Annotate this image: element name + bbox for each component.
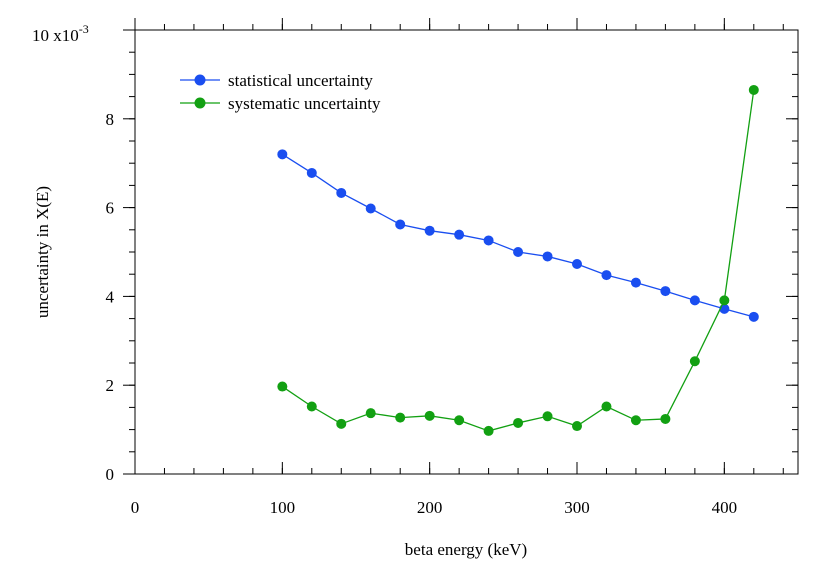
data-point xyxy=(336,187,347,198)
y-scale-label: 10 x10-3 xyxy=(32,22,89,45)
y-axis-label: uncertainty in X(E) xyxy=(33,186,52,318)
data-point xyxy=(689,356,700,367)
y-tick-label: 6 xyxy=(106,199,115,218)
data-point xyxy=(395,219,406,230)
data-point xyxy=(424,410,435,421)
x-tick-label: 0 xyxy=(131,498,140,517)
data-point xyxy=(542,251,553,262)
legend-label: statistical uncertainty xyxy=(228,71,373,90)
data-point xyxy=(454,415,465,426)
data-point xyxy=(395,412,406,423)
data-point xyxy=(572,421,582,432)
data-point xyxy=(306,167,317,178)
x-tick-label: 200 xyxy=(417,498,443,517)
legend-item: statistical uncertainty xyxy=(180,71,373,90)
x-tick-label: 100 xyxy=(270,498,296,517)
x-tick-label: 400 xyxy=(712,498,738,517)
data-point xyxy=(336,418,347,429)
data-point xyxy=(572,258,582,269)
data-point xyxy=(630,277,641,288)
data-point xyxy=(601,270,612,281)
y-tick-label: 4 xyxy=(106,287,115,306)
data-point xyxy=(748,84,759,95)
data-point xyxy=(660,413,671,424)
data-point xyxy=(542,411,553,422)
legend: statistical uncertainty systematic uncert… xyxy=(180,71,381,113)
legend-label: systematic uncertainty xyxy=(228,94,381,113)
x-axis-label: beta energy (keV) xyxy=(405,540,527,559)
data-point xyxy=(424,225,435,236)
data-point xyxy=(483,235,494,246)
y-tick-label: 2 xyxy=(106,376,115,395)
axis-ticks xyxy=(123,18,798,475)
data-point xyxy=(630,415,641,426)
legend-swatch-marker xyxy=(194,74,206,86)
series-line xyxy=(281,153,754,318)
data-point xyxy=(277,149,288,160)
y-scale-exponent: -3 xyxy=(79,22,89,36)
y-tick-label: 0 xyxy=(106,465,115,484)
legend-swatch-marker xyxy=(194,97,206,109)
data-point xyxy=(689,295,700,306)
data-point xyxy=(365,203,376,214)
series-layer xyxy=(277,84,759,436)
series-line xyxy=(281,89,755,432)
data-point xyxy=(748,311,759,322)
data-point xyxy=(365,408,376,419)
series-1 xyxy=(277,84,759,436)
data-point xyxy=(513,247,524,257)
legend-item: systematic uncertainty xyxy=(180,94,381,113)
data-point xyxy=(601,401,612,412)
axis-tick-labels: 0 100 200 300 400 0 2 4 6 8 xyxy=(106,110,738,517)
x-tick-label: 300 xyxy=(564,498,590,517)
y-tick-label: 8 xyxy=(106,110,115,129)
data-point xyxy=(513,417,524,428)
data-point xyxy=(277,381,288,392)
data-point xyxy=(454,229,465,240)
series-0 xyxy=(277,149,759,322)
data-point xyxy=(306,401,317,412)
data-point xyxy=(483,425,494,436)
data-point xyxy=(660,286,671,297)
data-point xyxy=(719,295,730,306)
